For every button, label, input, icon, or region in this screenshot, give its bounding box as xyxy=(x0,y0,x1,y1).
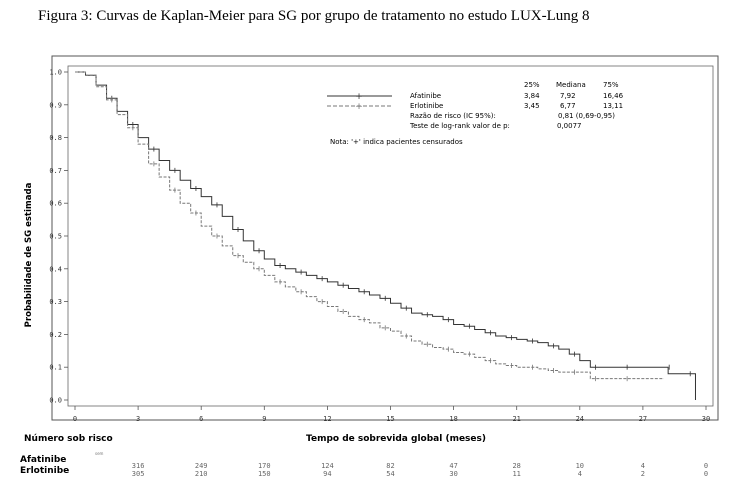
legend-label-erlotinibe: Erlotinibe xyxy=(410,102,443,110)
series-line-afatinibe xyxy=(75,71,696,400)
legend-value-erlotinibe-75: 13,11 xyxy=(603,102,623,110)
risk-value-afatinibe-2: 170 xyxy=(258,462,271,470)
legend-hr-label: Razão de risco (IC 95%): xyxy=(410,112,496,120)
risk-value-afatinibe-3: 124 xyxy=(321,462,334,470)
risk-value-erlotinibe-7: 4 xyxy=(578,470,582,478)
x-tick-label-9: 27 xyxy=(639,415,647,423)
x-tick-label-4: 12 xyxy=(323,415,331,423)
legend-logrank-label: Teste de log-rank valor de p: xyxy=(409,122,510,130)
x-tick-label-6: 18 xyxy=(449,415,457,423)
legend-header-75: 75% xyxy=(603,81,619,89)
risk-value-erlotinibe-6: 11 xyxy=(512,470,520,478)
x-tick-label-7: 21 xyxy=(512,415,520,423)
risk-value-erlotinibe-4: 54 xyxy=(386,470,394,478)
y-tick-label-7: 0.7 xyxy=(49,167,62,175)
y-tick-label-10: 1.0 xyxy=(49,69,62,77)
figure-caption: Figura 3: Curvas de Kaplan-Meier para SG… xyxy=(38,8,590,24)
risk-value-erlotinibe-1: 210 xyxy=(195,470,208,478)
y-tick-label-9: 0.9 xyxy=(49,101,62,109)
x-tick-label-1: 3 xyxy=(136,415,140,423)
series-layer xyxy=(75,71,696,400)
risk-value-afatinibe-9: 0 xyxy=(704,462,708,470)
legend-hr-value: 0,81 (0,69-0,95) xyxy=(558,112,615,120)
legend-marker-afatinibe: + xyxy=(355,92,363,102)
risk-row-label-afatinibe: Afatinibe xyxy=(20,455,67,465)
y-tick-label-1: 0.1 xyxy=(49,364,62,372)
risk-value-afatinibe-4: 82 xyxy=(386,462,394,470)
risk-value-erlotinibe-3: 94 xyxy=(323,470,331,478)
y-tick-label-5: 0.5 xyxy=(49,233,62,241)
risk-row-label-erlotinibe: Erlotinibe xyxy=(20,466,70,476)
risk-value-erlotinibe-0: 305 xyxy=(132,470,145,478)
y-tick-label-8: 0.8 xyxy=(49,134,62,142)
x-tick-label-0: 0 xyxy=(73,415,77,423)
legend-value-afatinibe-75: 16,46 xyxy=(603,92,624,100)
risk-value-afatinibe-0: 316 xyxy=(132,462,145,470)
y-axis: 0.0 0.1 0.2 0.3 0.4 0.5 0.6 0.7 0.8 0.9 1.0 xyxy=(49,69,68,405)
y-tick-label-0: 0.0 xyxy=(49,397,62,405)
risk-value-afatinibe-5: 47 xyxy=(449,462,457,470)
x-axis: 0 3 6 9 12 15 18 21 24 27 30 xyxy=(73,406,710,423)
y-tick-label-6: 0.6 xyxy=(49,200,62,208)
x-axis-label: Tempo de sobrevida global (meses) xyxy=(306,434,486,444)
risk-value-erlotinibe-5: 30 xyxy=(449,470,457,478)
legend-marker-erlotinibe: + xyxy=(355,102,363,112)
x-tick-label-3: 9 xyxy=(262,415,266,423)
y-tick-label-3: 0.3 xyxy=(49,298,62,306)
plot-frame xyxy=(51,55,719,421)
legend-label-afatinibe: Afatinibe xyxy=(410,92,441,100)
legend-logrank-value: 0,0077 xyxy=(557,122,582,130)
risk-value-afatinibe-6: 28 xyxy=(512,462,520,470)
legend-value-afatinibe-25: 3,84 xyxy=(524,92,540,100)
y-tick-label-2: 0.2 xyxy=(49,331,62,339)
risk-table-title: Número sob risco xyxy=(24,434,113,444)
x-tick-label-2: 6 xyxy=(199,415,203,423)
risk-value-afatinibe-7: 10 xyxy=(576,462,584,470)
legend: 25% Mediana 75% + Afatinibe 3,84 7,92 16… xyxy=(327,81,624,146)
x-tick-label-5: 15 xyxy=(386,415,394,423)
legend-value-erlotinibe-25: 3,45 xyxy=(524,102,540,110)
legend-note: Nota: '+' indica pacientes censurados xyxy=(330,138,463,146)
legend-header-25: 25% xyxy=(524,81,540,89)
risk-value-erlotinibe-8: 2 xyxy=(641,470,645,478)
legend-value-erlotinibe-median: 6,77 xyxy=(560,102,576,110)
risk-table-small-label: sem xyxy=(95,451,104,456)
x-tick-label-8: 24 xyxy=(576,415,584,423)
legend-header-median: Mediana xyxy=(556,81,586,89)
legend-value-afatinibe-median: 7,92 xyxy=(560,92,576,100)
risk-value-erlotinibe-9: 0 xyxy=(704,470,708,478)
risk-value-afatinibe-8: 4 xyxy=(641,462,645,470)
y-tick-label-4: 0.4 xyxy=(49,265,62,273)
risk-value-erlotinibe-2: 150 xyxy=(258,470,271,478)
x-tick-label-10: 30 xyxy=(702,415,710,423)
plot-area xyxy=(67,65,714,407)
risk-value-afatinibe-1: 249 xyxy=(195,462,208,470)
y-axis-label: Probabilidade de SG estimada xyxy=(24,182,34,327)
